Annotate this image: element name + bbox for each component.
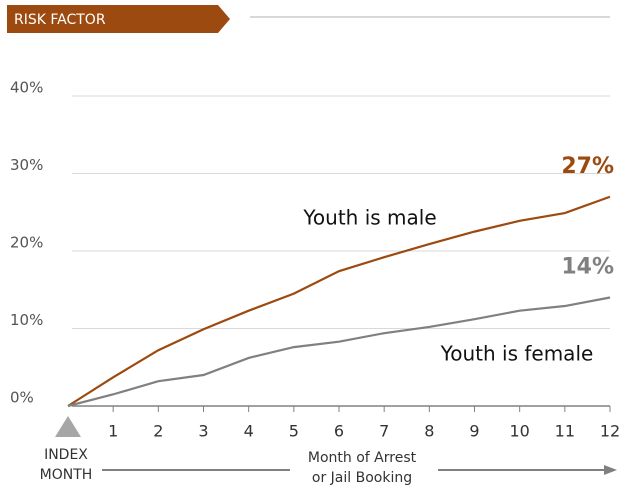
series-line [67,296,611,408]
x-tick-label: 11 [555,422,575,441]
x-tick-label: 12 [600,422,620,441]
y-tick-label: 20% [10,234,43,252]
y-tick-label: 40% [10,79,43,97]
x-tick-label: 5 [289,422,299,441]
y-tick-label: 30% [10,156,43,174]
value-label: 27% [561,154,614,179]
x-tick-label: 1 [108,422,118,441]
x-tick-label: 9 [469,422,479,441]
x-tick-label: 7 [379,422,389,441]
series-line [67,195,611,407]
value-label: 14% [561,255,614,280]
x-tick-label: 6 [334,422,344,441]
index-label: INDEX [44,447,88,463]
x-tick-label: 8 [424,422,434,441]
series-label: Youth is female [440,342,594,366]
y-tick-label: 10% [10,311,43,329]
x-tick-label: 3 [198,422,208,441]
index-marker [55,416,81,437]
header-banner [7,5,230,33]
index-label: MONTH [40,467,93,483]
axis-arrowhead [604,465,617,475]
x-tick-label: 2 [153,422,163,441]
x-tick-label: 10 [509,422,529,441]
x-axis-label: Month of Arrest [308,450,417,466]
x-tick-label: 4 [244,422,254,441]
x-axis-label: or Jail Booking [312,470,412,486]
y-tick-label: 0% [10,389,34,407]
header: RISK FACTOR [14,12,106,28]
series-label: Youth is male [302,206,436,230]
